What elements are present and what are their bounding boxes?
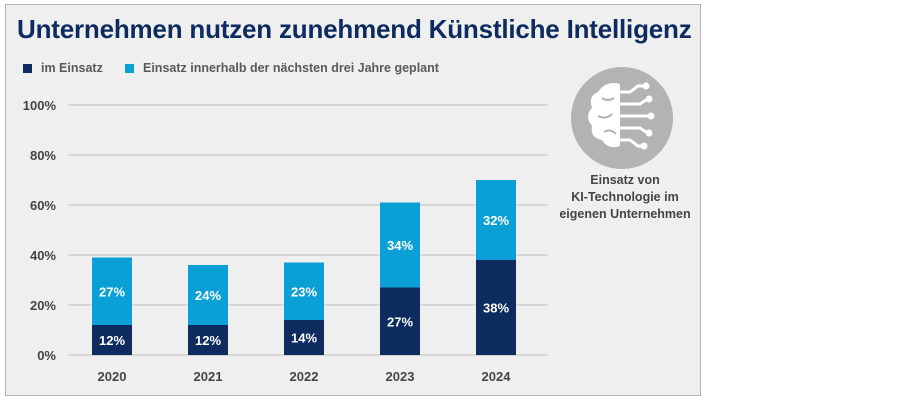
side-note: Einsatz von KI-Technologie im eigenen Un… xyxy=(545,172,705,223)
bar-segment-in-use xyxy=(476,260,516,355)
bar-segment-planned xyxy=(476,180,516,260)
legend-label: Einsatz innerhalb der nächsten drei Jahr… xyxy=(143,61,439,75)
x-tick-label: 2023 xyxy=(386,369,415,384)
data-label: 38% xyxy=(483,301,509,316)
x-tick-label: 2021 xyxy=(194,369,223,384)
side-note-line: Einsatz von xyxy=(590,173,660,187)
bar-segment-in-use xyxy=(380,287,420,355)
bar-segment-planned xyxy=(188,265,228,325)
data-label: 24% xyxy=(195,288,221,303)
bar-segment-planned xyxy=(92,257,132,325)
data-label: 12% xyxy=(195,333,221,348)
x-tick-label: 2024 xyxy=(482,369,512,384)
legend-swatch xyxy=(23,63,32,73)
side-note-line: KI-Technologie im xyxy=(571,190,679,204)
legend-item-in-use: im Einsatz xyxy=(23,61,103,75)
brain-circuit-icon xyxy=(571,67,673,169)
y-tick-label: 80% xyxy=(30,148,56,163)
legend-item-planned: Einsatz innerhalb der nächsten drei Jahr… xyxy=(125,61,439,75)
bar-segment-in-use xyxy=(188,325,228,355)
data-label: 23% xyxy=(291,284,317,299)
y-tick-label: 0% xyxy=(37,348,56,363)
y-tick-label: 60% xyxy=(30,198,56,213)
chart-title: Unternehmen nutzen zunehmend Künstliche … xyxy=(17,14,692,44)
legend-swatch xyxy=(125,63,134,73)
side-note-line: eigenen Unternehmen xyxy=(559,207,691,221)
x-tick-label: 2022 xyxy=(290,369,319,384)
data-label: 27% xyxy=(387,314,413,329)
data-label: 12% xyxy=(99,333,125,348)
data-label: 27% xyxy=(99,284,125,299)
data-label: 32% xyxy=(483,213,509,228)
legend-label: im Einsatz xyxy=(41,61,103,75)
y-tick-label: 100% xyxy=(23,98,57,113)
y-tick-label: 20% xyxy=(30,298,56,313)
y-tick-label: 40% xyxy=(30,248,56,263)
bar-segment-planned xyxy=(284,262,324,320)
bar-segment-in-use xyxy=(92,325,132,355)
bar-segment-in-use xyxy=(284,320,324,355)
bar-segment-planned xyxy=(380,202,420,288)
data-label: 14% xyxy=(291,331,317,346)
data-label: 34% xyxy=(387,238,413,253)
x-tick-label: 2020 xyxy=(98,369,127,384)
